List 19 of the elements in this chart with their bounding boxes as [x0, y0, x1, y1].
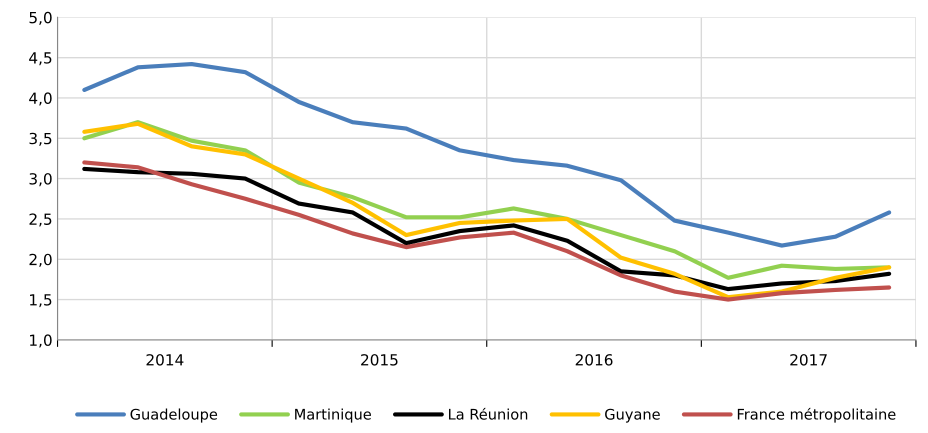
y-tick-label: 4,5 [29, 52, 52, 66]
y-tick-label: 2,5 [30, 213, 52, 227]
x-tick-label: 2015 [361, 354, 398, 366]
y-tick-label: 2,0 [30, 254, 52, 267]
legend-label: France métropolitaine [738, 408, 896, 423]
y-tick-label: 1,5 [30, 294, 52, 308]
legend-label: La Réunion [449, 408, 528, 420]
y-tick-label: 4,0 [29, 92, 52, 106]
legend-label: Guyane [605, 408, 660, 423]
x-tick-label: 2017 [790, 354, 827, 366]
line-series [82, 62, 892, 248]
y-tick-label: 3,5 [30, 132, 52, 146]
y-tick-label: 5,0 [30, 12, 52, 25]
y-tick-label: 1,0 [30, 334, 52, 348]
legend-label: Martinique [295, 408, 371, 423]
y-tick-label: 3,0 [30, 173, 52, 186]
x-tick-label: 2014 [146, 354, 184, 366]
legend-label: Guadeloupe [130, 408, 218, 423]
x-tick-label: 2016 [576, 354, 613, 366]
